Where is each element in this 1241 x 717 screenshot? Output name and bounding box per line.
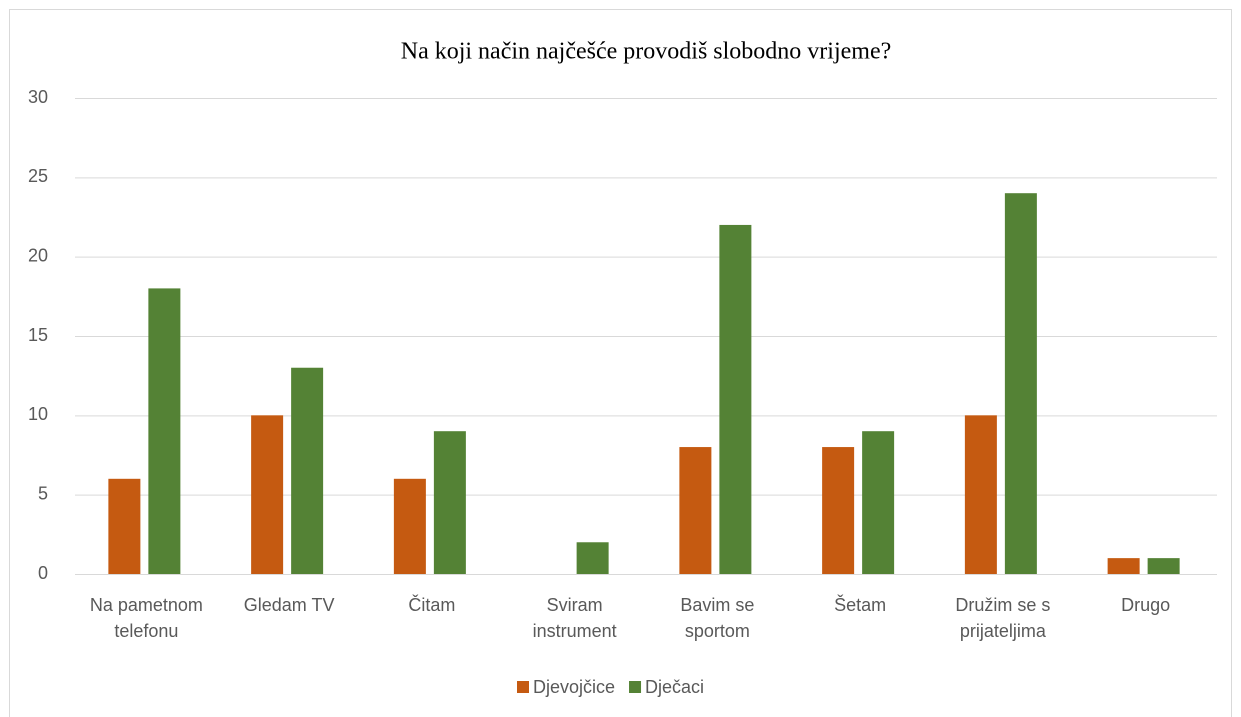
x-tick-label: Bavim se sportom	[680, 595, 755, 641]
bar	[862, 431, 895, 574]
chart-title: Na koji način najčešće provodiš slobodno…	[401, 39, 892, 65]
bar	[108, 478, 141, 574]
x-tick-label: Sviram instrument	[532, 595, 617, 641]
bar	[822, 447, 855, 574]
legend-swatch	[629, 681, 642, 693]
y-tick-label: 20	[28, 245, 48, 265]
y-tick-label: 10	[28, 404, 48, 424]
bar	[679, 447, 712, 574]
x-tick-label: Šetam	[834, 595, 887, 615]
bar	[1147, 558, 1180, 574]
bar	[719, 224, 752, 574]
legend-label: Dječaci	[645, 677, 704, 697]
y-tick-label: 30	[28, 87, 48, 107]
bar	[291, 367, 324, 574]
bar	[393, 478, 426, 574]
y-tick-label: 25	[28, 166, 48, 186]
y-tick-label: 5	[38, 483, 48, 503]
bar	[148, 288, 181, 574]
bar	[433, 431, 466, 574]
bar	[251, 415, 284, 574]
chart-frame	[9, 9, 1232, 717]
y-tick-label: 15	[28, 325, 48, 345]
x-tick-label: Na pametnom telefonu	[89, 595, 203, 641]
x-tick-label: Gledam TV	[243, 595, 335, 615]
legend-swatch	[517, 681, 529, 693]
bar	[964, 415, 997, 574]
legend-label: Djevojčice	[533, 677, 615, 697]
bar	[1107, 558, 1140, 574]
bar	[1004, 193, 1037, 574]
x-tick-label: Družim se s prijateljima	[955, 595, 1051, 641]
y-tick-label: 0	[38, 563, 48, 583]
bar	[576, 542, 609, 574]
x-tick-label: Čitam	[408, 595, 456, 615]
x-tick-label: Drugo	[1121, 595, 1171, 615]
